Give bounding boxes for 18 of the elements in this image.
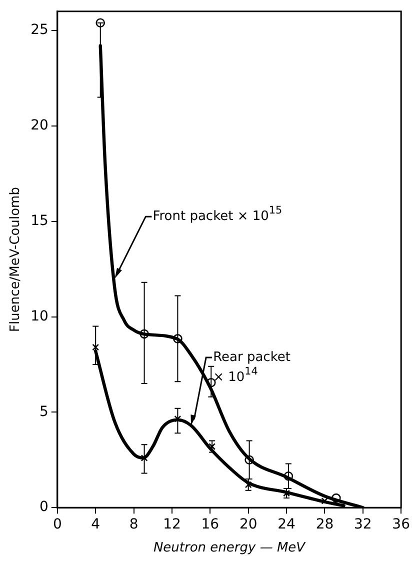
y-tick-label: 25 — [30, 22, 48, 38]
x-tick-label: 12 — [163, 516, 181, 533]
x-tick-label: 28 — [316, 516, 334, 533]
x-tick-label: 16 — [201, 516, 220, 533]
x-tick-label: 20 — [239, 516, 258, 533]
x-axis-title: Neutron energy — MeV — [153, 540, 306, 556]
y-axis-title: Fluence/MeV-Coulomb — [8, 187, 24, 332]
y-tick-label: 10 — [30, 308, 48, 324]
y-tick-label: 20 — [30, 118, 48, 134]
y-tick-label: 0 — [39, 499, 48, 516]
x-tick-label: 32 — [354, 516, 372, 533]
x-tick-label: 24 — [278, 516, 296, 533]
y-tick-label: 5 — [39, 404, 48, 420]
x-tick-label: 36 — [392, 516, 410, 533]
x-tick-label: 4 — [91, 516, 100, 533]
x-tick-label: 8 — [129, 516, 138, 533]
y-tick-label: 15 — [30, 212, 48, 229]
x-tick-label: 0 — [52, 516, 62, 533]
